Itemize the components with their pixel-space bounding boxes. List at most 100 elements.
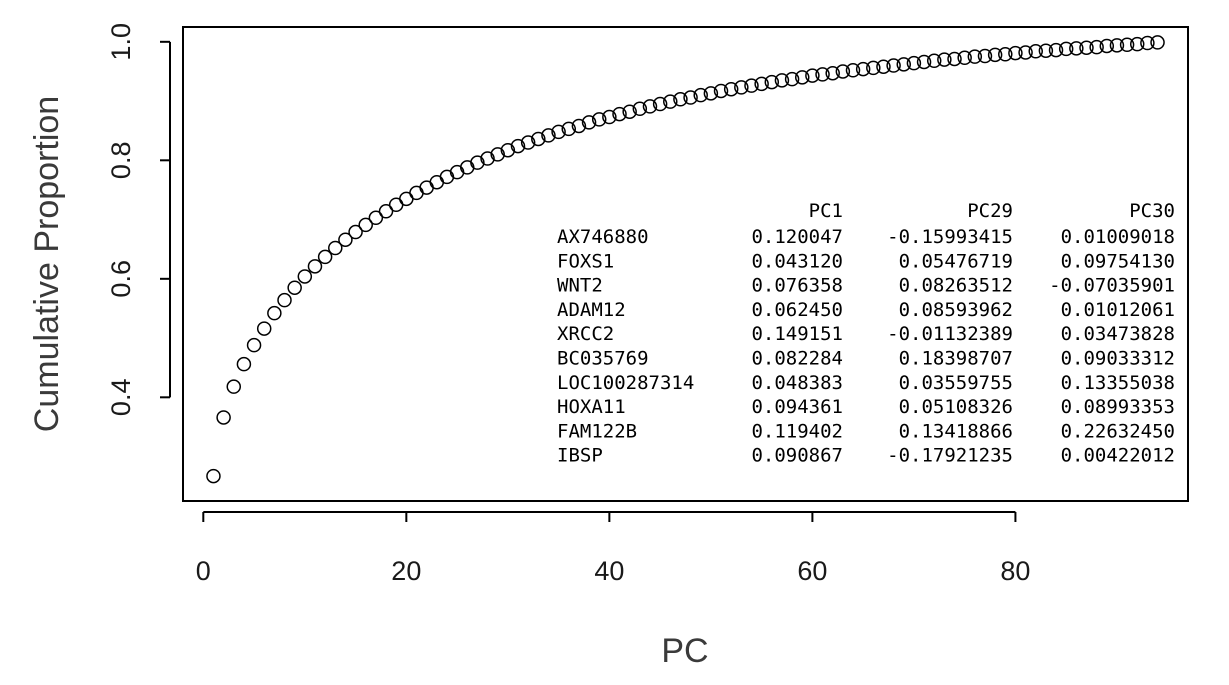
- data-point: [368, 210, 384, 226]
- data-point: [571, 118, 587, 134]
- data-point: [287, 280, 302, 295]
- data-point: [957, 50, 972, 66]
- data-point: [723, 81, 739, 97]
- data-point: [835, 64, 851, 79]
- table-row-label: HOXA11: [557, 396, 626, 418]
- data-point: [449, 164, 465, 180]
- y-tick-label: 1.0: [106, 23, 136, 61]
- data-point: [1119, 37, 1135, 53]
- data-point: [297, 269, 313, 284]
- data-point: [967, 49, 983, 64]
- data-point: [805, 68, 820, 83]
- data-point: [1048, 42, 1064, 58]
- data-point: [612, 106, 627, 122]
- table-row-label: ADAM12: [557, 299, 626, 321]
- data-point: [896, 57, 912, 72]
- data-point: [500, 142, 516, 158]
- data-point: [1079, 40, 1094, 55]
- data-point: [216, 410, 231, 425]
- y-tick-label: 0.4: [106, 379, 136, 417]
- data-point: [784, 71, 800, 87]
- table-cell: 0.090867: [751, 445, 843, 467]
- data-point: [307, 259, 323, 274]
- table-cell: 0.062450: [751, 299, 843, 321]
- data-point: [267, 305, 282, 321]
- table-cell: 0.149151: [751, 323, 843, 345]
- data-point: [683, 90, 698, 105]
- data-point: [876, 59, 891, 74]
- data-point: [1099, 38, 1115, 54]
- table-cell: 0.01012061: [1061, 299, 1175, 321]
- x-tick-label: 60: [797, 556, 827, 586]
- x-tick-label: 20: [391, 556, 421, 586]
- data-point: [703, 86, 719, 101]
- data-point: [226, 379, 242, 394]
- x-axis-title: PC: [661, 632, 708, 670]
- x-tick-label: 40: [594, 556, 624, 586]
- data-point: [845, 63, 861, 78]
- table-cell: 0.03559755: [899, 372, 1013, 394]
- data-point: [561, 121, 577, 137]
- data-point: [429, 174, 445, 190]
- table-row-label: BC035769: [557, 348, 649, 370]
- data-point: [1150, 35, 1165, 50]
- data-point: [815, 67, 830, 82]
- table-row-label: LOC100287314: [557, 372, 694, 394]
- data-point: [602, 109, 617, 125]
- data-point: [378, 204, 394, 219]
- data-point: [754, 76, 769, 92]
- x-tick-label: 0: [196, 556, 211, 586]
- data-point: [328, 240, 343, 256]
- data-point: [490, 147, 505, 162]
- data-point: [825, 65, 840, 81]
- data-point: [1089, 39, 1104, 55]
- data-point: [1028, 44, 1043, 59]
- data-point: [409, 185, 424, 201]
- table-cell: 0.08593962: [899, 299, 1013, 321]
- table-cell: 0.05476719: [899, 250, 1013, 272]
- table-cell: 0.13355038: [1061, 372, 1175, 394]
- data-point: [713, 83, 729, 99]
- data-point: [906, 55, 922, 71]
- data-point: [277, 292, 292, 308]
- data-point: [358, 217, 373, 233]
- data-point: [591, 112, 607, 127]
- data-point: [977, 48, 993, 64]
- data-point: [1140, 35, 1155, 51]
- data-point: [673, 92, 688, 107]
- x-tick-label: 80: [1000, 556, 1030, 586]
- data-point: [947, 51, 962, 67]
- table-cell: 0.13418866: [899, 420, 1013, 442]
- data-point: [206, 468, 221, 484]
- table-cell: 0.094361: [751, 396, 843, 418]
- data-point: [734, 80, 749, 95]
- table-cell: 0.08993353: [1061, 396, 1175, 418]
- data-point: [886, 58, 901, 73]
- data-point: [348, 224, 363, 240]
- data-point: [1069, 41, 1084, 56]
- table-cell: 0.22632450: [1061, 420, 1175, 442]
- table-row-label: WNT2: [557, 275, 603, 297]
- data-point: [581, 115, 597, 130]
- data-point: [470, 155, 485, 170]
- data-point: [1008, 45, 1023, 61]
- table-cell: -0.15993415: [887, 226, 1013, 248]
- data-point: [439, 169, 455, 185]
- table-cell: 0.03473828: [1061, 323, 1175, 345]
- y-tick-label: 0.6: [106, 260, 136, 298]
- data-point: [236, 356, 252, 372]
- data-point: [419, 180, 434, 195]
- table-cell: 0.048383: [751, 372, 843, 394]
- data-point: [774, 73, 790, 88]
- data-point: [520, 135, 536, 150]
- data-point: [764, 74, 780, 90]
- table-cell: 0.082284: [751, 348, 843, 370]
- table-cell: 0.119402: [751, 420, 843, 442]
- table-row-label: FOXS1: [557, 250, 614, 272]
- data-point: [622, 104, 637, 119]
- data-point: [663, 94, 678, 109]
- data-point: [246, 337, 262, 353]
- y-axis: 0.4 0.6 0.8 1.0: [106, 23, 171, 417]
